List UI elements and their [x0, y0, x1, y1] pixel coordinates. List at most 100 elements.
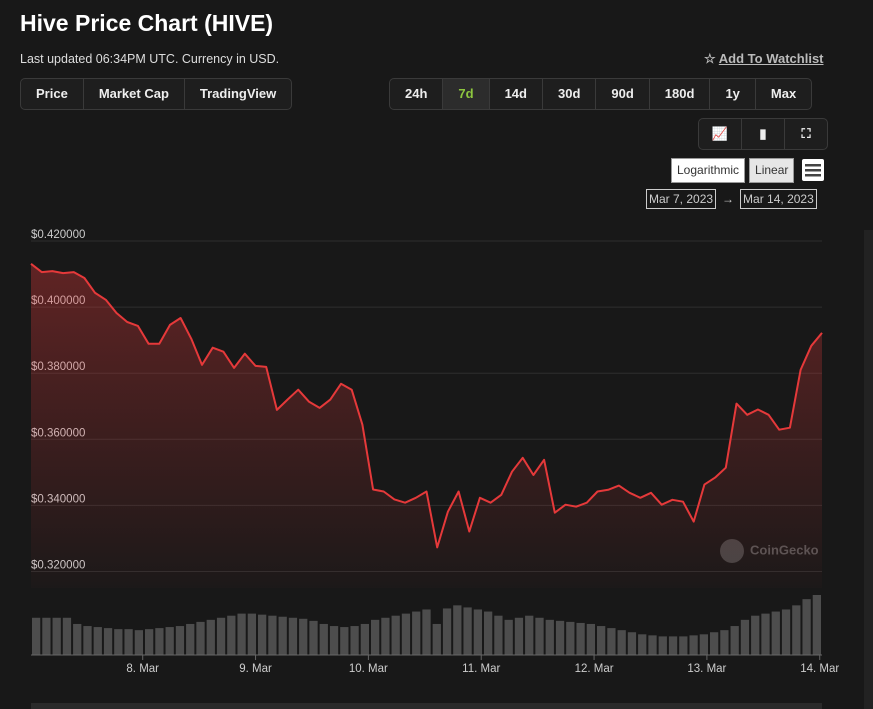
menu-icon [805, 164, 821, 177]
volume-bar [42, 617, 51, 655]
volume-bar [607, 628, 616, 655]
volume-bar [258, 614, 267, 655]
volume-bar [216, 617, 226, 655]
y-tick-label: $0.380000 [31, 361, 85, 373]
volume-bar [648, 635, 657, 655]
volume-bar [371, 619, 380, 655]
volume-bar [288, 617, 298, 655]
volume-bar [124, 629, 133, 655]
range-button[interactable]: 7d [443, 79, 490, 109]
volume-bar [299, 618, 308, 655]
line-icon[interactable]: 📈 [699, 119, 742, 149]
watchlist-label[interactable]: Add To Watchlist [718, 51, 824, 66]
menu-button[interactable] [802, 159, 824, 181]
tab[interactable]: Market Cap [84, 79, 185, 109]
volume-bar [771, 611, 780, 655]
range-button[interactable]: 1y [710, 79, 756, 109]
candle-icon[interactable]: ▮ [742, 119, 785, 149]
x-tick-label: 14. Mar [800, 663, 839, 675]
volume-bar [175, 626, 185, 655]
volume-bar [792, 605, 801, 655]
x-tick-label: 8. Mar [126, 663, 159, 675]
volume-bar [710, 632, 719, 655]
volume-bar [268, 615, 277, 655]
chart-icons: 📈 ▮ ⛶ [698, 118, 828, 150]
volume-bar [360, 623, 369, 655]
range-button[interactable]: Max [770, 86, 797, 101]
ranges: 24h 7d 14d 30d 90d 180d 1y Max [389, 78, 813, 110]
volume-bar [514, 617, 524, 655]
volume-bar [206, 619, 215, 655]
volume-bar [155, 628, 164, 655]
volume-bar [812, 595, 821, 655]
volume-bar [93, 627, 102, 655]
tab[interactable]: Price [21, 79, 84, 109]
range-button[interactable]: 14d [490, 79, 543, 109]
watermark: CoinGecko [750, 542, 819, 557]
volume-bar [535, 617, 544, 655]
title: Hive Price Chart (HIVE) [20, 10, 274, 36]
volume-bar [186, 623, 195, 655]
volume-bar [83, 626, 92, 655]
volume-bar [422, 609, 431, 655]
volume-bar [329, 626, 339, 655]
volume-bar [62, 617, 72, 655]
navigator [31, 703, 822, 709]
x-tick-label: 12. Mar [575, 663, 614, 675]
volume-bar [730, 626, 739, 655]
volume-bar [566, 621, 575, 655]
volume-bar [340, 627, 349, 655]
volume-bar [247, 613, 256, 655]
volume-bar [114, 629, 123, 655]
watermark-logo [720, 539, 744, 563]
volume-bar [720, 630, 729, 655]
range-button[interactable]: 30d [543, 79, 597, 109]
volume-bar [761, 613, 770, 655]
volume-bar [473, 609, 482, 655]
volume-bar [668, 636, 678, 655]
volume-bar [699, 634, 708, 655]
date-range: Mar 7, 2023 → Mar 14, 2023 [646, 189, 817, 209]
volume-bar [145, 629, 154, 655]
volume-bar [463, 607, 472, 655]
scale-button[interactable]: Linear [749, 158, 795, 183]
subtitle: Last updated 06:34PM UTC. Currency in US… [20, 52, 280, 66]
range-button[interactable]: 180d [650, 79, 711, 109]
volume-bar [555, 620, 565, 655]
volume-bar [196, 621, 205, 655]
scales: Logarithmic Linear [671, 158, 795, 183]
volume-bar [658, 636, 667, 655]
range-button[interactable]: 90d [596, 79, 650, 109]
volume-bar [638, 634, 647, 655]
scrollbar [864, 230, 873, 709]
y-tick-label: $0.420000 [31, 229, 85, 241]
date-arrow: → [722, 192, 735, 206]
volume-bar [617, 630, 626, 655]
watchlist[interactable]: ☆ Add To Watchlist [704, 51, 824, 66]
volume-bar [237, 613, 246, 655]
date-to[interactable]: Mar 14, 2023 [740, 189, 817, 209]
y-tick-label: $0.340000 [31, 493, 85, 505]
volume-bar [679, 636, 688, 655]
volume-bar [484, 611, 493, 655]
volume-bar [412, 611, 421, 655]
scale-button[interactable]: Logarithmic [671, 158, 746, 183]
volume-bar [627, 632, 637, 655]
volume-bar [586, 623, 595, 655]
range-button[interactable]: 24h [390, 79, 444, 109]
x-tick-label: 13. Mar [687, 663, 726, 675]
volume-bar [278, 616, 287, 655]
x-tick-label: 9. Mar [239, 663, 272, 675]
area [31, 263, 822, 588]
volume-bar [319, 623, 328, 655]
y-tick-label: $0.360000 [31, 427, 85, 439]
volume-bar [401, 613, 411, 655]
volume-bar [751, 615, 760, 655]
volume-bar [103, 628, 113, 655]
date-from[interactable]: Mar 7, 2023 [646, 189, 717, 209]
volume-bar [576, 622, 585, 655]
fullscreen-icon[interactable]: ⛶ [801, 126, 811, 141]
tab[interactable]: TradingView [199, 86, 277, 101]
volume-bar [802, 599, 811, 655]
